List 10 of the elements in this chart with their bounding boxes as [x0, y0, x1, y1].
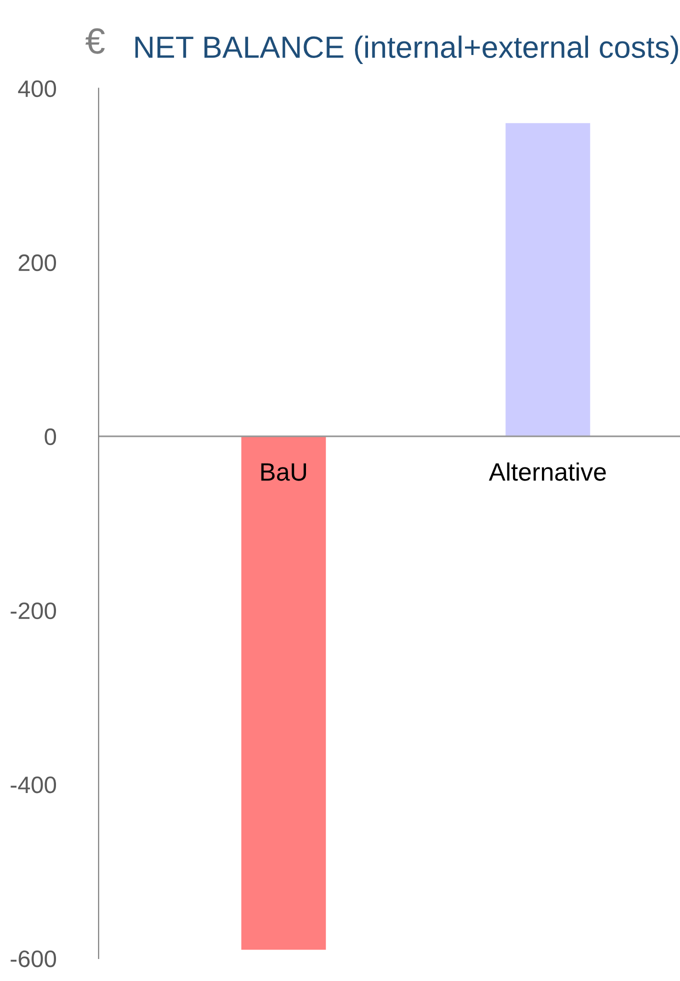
y-tick-label: 200	[18, 254, 56, 272]
y-tick-label: -400	[10, 776, 56, 794]
x-tick-label: BaU	[261, 463, 306, 481]
y-tick-label: -600	[10, 950, 56, 968]
chart-title: NET BALANCE (internal+external costs)	[135, 36, 678, 64]
y-tick-label: -200	[10, 602, 56, 620]
y-axis-title: €	[85, 28, 105, 54]
x-tick-label: Alternative	[488, 462, 606, 481]
y-tick-label: 400	[18, 80, 56, 98]
y-tick-label: 0	[44, 428, 56, 446]
